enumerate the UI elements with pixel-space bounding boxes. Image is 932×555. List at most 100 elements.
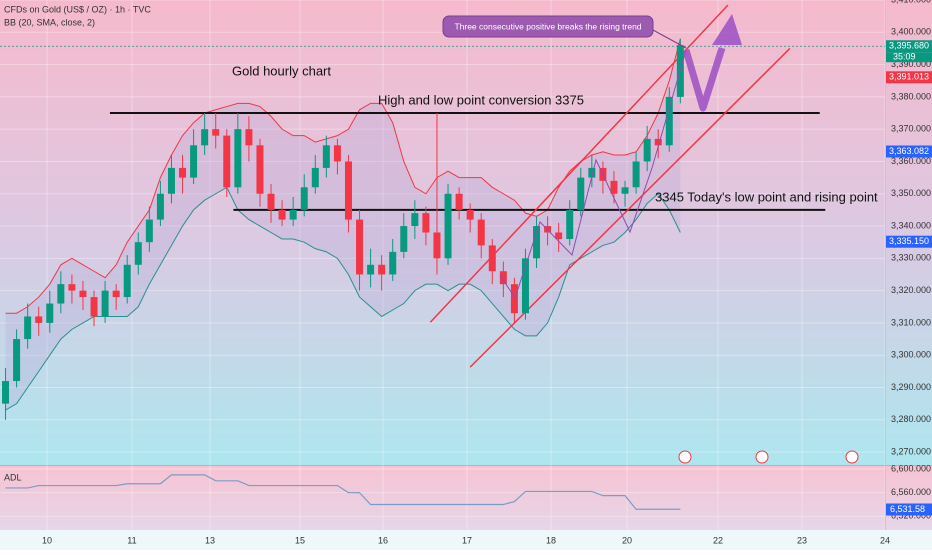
candle-body <box>488 245 496 272</box>
candle-body <box>510 284 518 314</box>
candle-body <box>333 145 341 162</box>
y-tick-label: 3,360.000 <box>891 156 931 166</box>
x-tick-label: 23 <box>797 535 807 545</box>
candle-body <box>79 290 87 298</box>
price-label: 3,391.013 <box>889 72 929 82</box>
level-label: High and low point conversion 3375 <box>378 92 584 107</box>
candle-body <box>167 167 175 194</box>
candle-body <box>234 129 242 188</box>
adl-last-label: 6,531.58 <box>890 504 925 514</box>
candle-body <box>555 232 563 239</box>
annotation: Gold hourly chart <box>232 63 331 78</box>
main-pane <box>0 0 932 465</box>
x-tick-label: 22 <box>713 535 723 545</box>
candle-body <box>466 209 474 220</box>
price-label-box <box>886 145 932 158</box>
event-icon <box>845 450 859 464</box>
candle-body <box>588 167 596 178</box>
x-tick-label: 17 <box>462 535 472 545</box>
callout-text: Three consecutive positive breaks the ri… <box>454 21 641 31</box>
candle-body <box>256 145 264 194</box>
candle-body <box>643 138 651 162</box>
candle-body <box>134 242 142 265</box>
indicator-title: BB (20, SMA, close, 2) <box>4 17 95 27</box>
y-tick-label: 3,380.000 <box>891 91 931 101</box>
candle-body <box>68 284 76 291</box>
candle-body <box>179 167 187 178</box>
candle-body <box>499 271 507 285</box>
band-fill <box>5 38 681 411</box>
candle-body <box>444 193 452 259</box>
adl-title: ADL <box>4 472 22 482</box>
countdown-box <box>886 52 932 63</box>
candle-body <box>389 251 397 275</box>
x-tick-label: 18 <box>546 535 556 545</box>
x-tick-label: 24 <box>880 535 890 545</box>
callout-pointer <box>652 29 687 49</box>
candle-body <box>566 209 574 239</box>
candle-body <box>57 284 65 304</box>
candle-body <box>411 213 419 227</box>
chart-title: CFDs on Gold (US$ / OZ) · 1h · TVC <box>4 4 151 14</box>
candle-body <box>477 219 485 246</box>
candle-body <box>46 303 54 323</box>
candle-body <box>2 381 10 404</box>
candle-body <box>223 135 231 188</box>
price-label: 3,395.680 <box>889 41 929 51</box>
candle-body <box>422 213 430 233</box>
event-icon <box>678 450 692 464</box>
candle-body <box>190 145 198 178</box>
candle-body <box>90 297 98 317</box>
y-tick-label: 3,370.000 <box>891 124 931 134</box>
price-label-box <box>886 71 932 84</box>
y-tick-label: 3,280.000 <box>891 414 931 424</box>
forecast-arrowhead <box>712 14 742 45</box>
trend-line <box>469 47 791 368</box>
candle-body <box>156 193 164 220</box>
candle-body <box>267 193 275 210</box>
y-tick-label: 3,330.000 <box>891 253 931 263</box>
adl-last-box <box>886 503 932 516</box>
countdown: 35:09 <box>893 52 916 62</box>
x-tick-label: 16 <box>378 535 388 545</box>
y-tick-label: 6,560.000 <box>891 487 931 497</box>
zigzag-drawing <box>499 49 687 300</box>
candle-body <box>300 187 308 210</box>
y-tick-label: 3,350.000 <box>891 188 931 198</box>
price-label-box <box>886 40 932 53</box>
price-label-box <box>886 235 932 248</box>
candle-body <box>400 226 408 252</box>
candle-body <box>35 316 43 323</box>
event-icon <box>755 450 769 464</box>
candle-body <box>311 167 319 188</box>
y-tick-label: 6,520.000 <box>891 511 931 521</box>
price-label: 3,363.082 <box>889 146 929 156</box>
time-axis <box>0 530 932 550</box>
y-tick-label: 3,340.000 <box>891 220 931 230</box>
candle-body <box>610 180 618 194</box>
candle-body <box>533 226 541 259</box>
price-label: 3,335.150 <box>889 236 929 246</box>
y-tick-label: 3,400.000 <box>891 27 931 37</box>
x-tick-label: 20 <box>622 535 632 545</box>
candle-body <box>455 193 463 210</box>
candle-body <box>433 232 441 259</box>
y-tick-label: 3,310.000 <box>891 317 931 327</box>
candle-body <box>367 264 375 275</box>
event-icons <box>678 450 859 464</box>
candle-body <box>289 209 297 220</box>
adl-line <box>5 474 681 510</box>
adl-pane <box>0 466 932 530</box>
candle-body <box>245 129 253 146</box>
x-tick-label: 15 <box>295 535 305 545</box>
candle-body <box>378 264 386 275</box>
x-tick-label: 10 <box>42 535 52 545</box>
x-tick-label: 11 <box>127 535 136 545</box>
y-tick-label: 3,390.000 <box>891 59 931 69</box>
y-tick-label: 3,300.000 <box>891 350 931 360</box>
candle-body <box>521 258 529 314</box>
y-tick-label: 6,600.000 <box>891 463 931 473</box>
forecast-arrow <box>682 46 726 112</box>
